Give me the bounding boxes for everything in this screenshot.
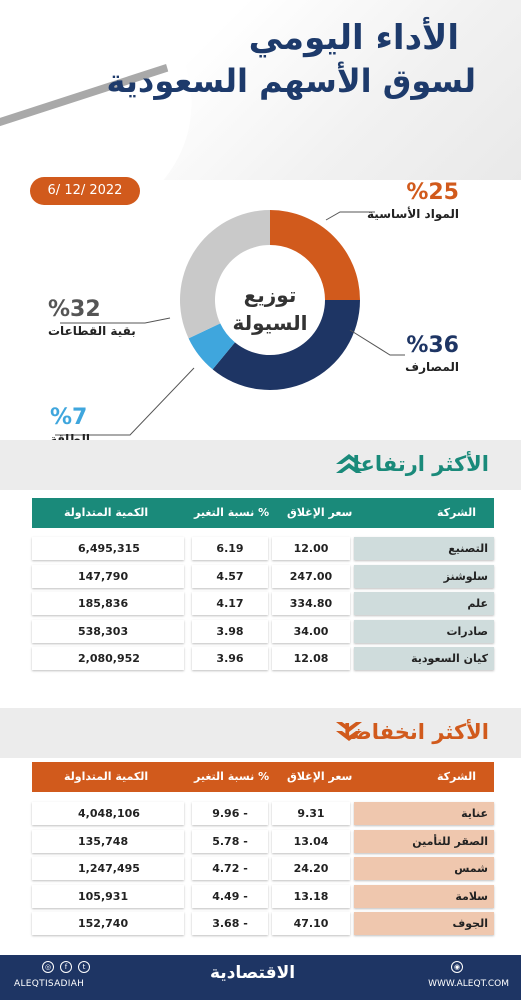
- table-row: 185,836 4.17 334.80 علم: [32, 592, 494, 615]
- company-name-cell: عناية: [354, 802, 494, 825]
- slice-label-banks: %36 المصارف: [405, 333, 459, 374]
- change-cell: 3.98: [192, 619, 268, 643]
- close-cell: 24.20: [272, 857, 350, 880]
- slice-others: [180, 210, 270, 339]
- close-cell: 247.00: [272, 564, 350, 588]
- gainers-table-header: الكمية المتداولة نسبة التغير % سعر الإغل…: [32, 498, 494, 528]
- twitter-icon[interactable]: t: [78, 961, 90, 973]
- slice-pct: %7: [50, 405, 88, 430]
- company-name-cell: كيان السعودية: [354, 647, 494, 670]
- volume-cell: 6,495,315: [32, 537, 184, 560]
- facebook-icon[interactable]: f: [60, 961, 72, 973]
- volume-cell: 185,836: [32, 592, 184, 615]
- social-handle[interactable]: ALEQTISADIAH: [14, 979, 85, 989]
- slice-label-others: %32 بقية القطاعات: [48, 297, 136, 338]
- table-row: 4,048,106 9.96 -9.31 عناية: [32, 802, 494, 825]
- volume-cell: 1,247,495: [32, 857, 184, 880]
- company-name-cell: شمس: [354, 857, 494, 880]
- table-row: 152,740 3.68 -47.10 الجوف: [32, 912, 494, 935]
- slice-pct: %32: [48, 297, 101, 322]
- volume-cell: 135,748: [32, 829, 184, 853]
- volume-cell: 147,790: [32, 564, 184, 588]
- close-cell: 47.10: [272, 912, 350, 935]
- close-cell: 34.00: [272, 619, 350, 643]
- close-cell: 9.31: [272, 802, 350, 825]
- change-cell: 4.49 -: [192, 884, 268, 908]
- losers-section-header: [0, 708, 521, 758]
- change-cell: 9.96 -: [192, 802, 268, 825]
- table-row: 2,080,952 3.96 12.08 كيان السعودية: [32, 647, 494, 670]
- col-name: الشركة: [436, 506, 476, 519]
- company-name-cell: علم: [354, 592, 494, 615]
- close-cell: 12.00: [272, 537, 350, 560]
- leader-line-banks: [349, 329, 405, 356]
- liquidity-donut-chart: توزيع السيولة: [180, 210, 360, 390]
- table-row: 1,247,495 4.72 -24.20 شمس: [32, 857, 494, 880]
- leader-lines: [55, 211, 405, 436]
- double-chevron-up-icon: [336, 454, 362, 473]
- col-volume: الكمية المتداولة: [64, 770, 149, 783]
- volume-cell: 538,303: [32, 619, 184, 643]
- slice-name: بقية القطاعات: [48, 324, 136, 338]
- date-badge: 6/ 12/ 2022: [30, 177, 140, 205]
- instagram-icon[interactable]: ◎: [42, 961, 54, 973]
- change-cell: 3.96: [192, 647, 268, 670]
- table-row: 147,790 4.57 247.00 سلوشنز: [32, 564, 494, 588]
- company-name-cell: سلامة: [354, 884, 494, 908]
- table-row: 538,303 3.98 34.00 صادرات: [32, 619, 494, 643]
- page-title-line1: الأداء اليومي: [248, 18, 459, 58]
- company-name-cell: سلوشنز: [354, 564, 494, 588]
- losers-table-header: الكمية المتداولة نسبة التغير % سعر الإغل…: [32, 762, 494, 792]
- col-name: الشركة: [436, 770, 476, 783]
- table-row: 6,495,315 6.19 12.00 التصنيع: [32, 537, 494, 560]
- col-volume: الكمية المتداولة: [64, 506, 149, 519]
- brand-logo: الاقتصادية: [210, 963, 296, 983]
- footer: ◎ f t ALEQTISADIAH الاقتصادية ◉ WWW.ALEQ…: [0, 955, 521, 1000]
- table-row: 105,931 4.49 -13.18 سلامة: [32, 884, 494, 908]
- col-close: سعر الإغلاق: [287, 506, 353, 519]
- volume-cell: 105,931: [32, 884, 184, 908]
- close-cell: 13.04: [272, 829, 350, 853]
- volume-cell: 152,740: [32, 912, 184, 935]
- leader-line-basic-materials: [325, 211, 375, 221]
- losers-title: الأكثر انخفاضا: [343, 720, 489, 744]
- slice-pct: %25: [406, 180, 459, 205]
- slice-pct: %36: [406, 333, 459, 358]
- slice-label-basic-materials: %25 المواد الأساسية: [367, 180, 459, 221]
- company-name-cell: الصقر للتأمين: [354, 829, 494, 853]
- company-name-cell: الجوف: [354, 912, 494, 935]
- change-cell: 6.19: [192, 537, 268, 560]
- slice-name: المواد الأساسية: [367, 207, 459, 221]
- volume-cell: 2,080,952: [32, 647, 184, 670]
- col-close: سعر الإغلاق: [287, 770, 353, 783]
- chart-title-line1: توزيع: [244, 283, 297, 307]
- company-name-cell: صادرات: [354, 619, 494, 643]
- slice-energy: [188, 323, 235, 370]
- table-row: 135,748 5.78 -13.04 الصقر للتأمين: [32, 829, 494, 853]
- slice-basic-materials: [270, 210, 360, 300]
- slice-banks: [212, 300, 360, 390]
- gainers-section-header: [0, 440, 521, 490]
- website-link[interactable]: WWW.ALEQT.COM: [428, 979, 509, 989]
- change-cell: 4.57: [192, 564, 268, 588]
- close-cell: 13.18: [272, 884, 350, 908]
- leader-line-energy: [55, 367, 195, 436]
- close-cell: 12.08: [272, 647, 350, 670]
- change-cell: 4.17: [192, 592, 268, 615]
- col-change: نسبة التغير %: [194, 770, 270, 783]
- volume-cell: 4,048,106: [32, 802, 184, 825]
- gainers-title: الأكثر ارتفاعا: [352, 452, 489, 476]
- leader-line-others: [60, 317, 171, 324]
- chart-title-line2: السيولة: [232, 311, 307, 335]
- change-cell: 4.72 -: [192, 857, 268, 880]
- double-chevron-down-icon: [336, 722, 362, 741]
- slice-name: المصارف: [405, 360, 459, 374]
- close-cell: 334.80: [272, 592, 350, 615]
- col-change: نسبة التغير %: [194, 506, 270, 519]
- page-title-line2: لسوق الأسهم السعودية: [106, 62, 476, 100]
- company-name-cell: التصنيع: [354, 537, 494, 560]
- globe-icon: ◉: [451, 961, 463, 973]
- change-cell: 3.68 -: [192, 912, 268, 935]
- change-cell: 5.78 -: [192, 829, 268, 853]
